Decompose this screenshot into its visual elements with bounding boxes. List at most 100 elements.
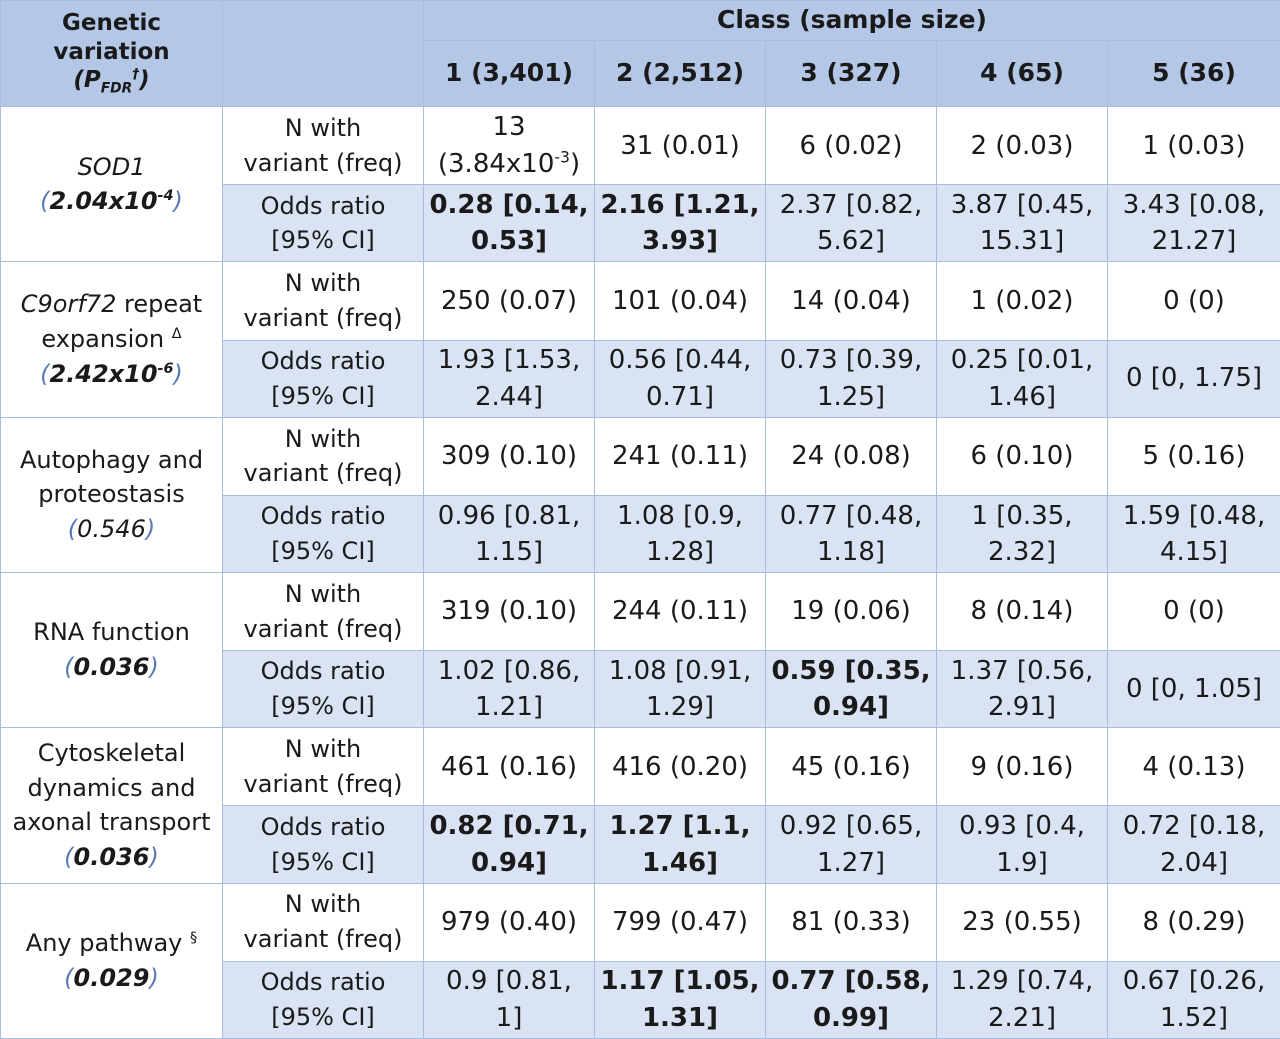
or-cell-class-3: 0.92 [0.65, 1.27] <box>765 805 937 884</box>
group-label: SOD1 (2.04x10-4) <box>0 106 223 263</box>
n-cell-class-3: 24 (0.08) <box>765 416 937 496</box>
group-label-text: expansion Δ <box>41 325 182 354</box>
n-cell-class-4: 2 (0.03) <box>936 106 1108 186</box>
n-cell-class-3: 14 (0.04) <box>765 261 937 341</box>
n-cell-class-3: 6 (0.02) <box>765 106 937 186</box>
n-cell-class-5: 1 (0.03) <box>1107 106 1280 186</box>
n-cell-class-4: 1 (0.02) <box>936 261 1108 341</box>
group-label-text: proteostasis <box>38 480 185 509</box>
n-cell-class-2: 799 (0.47) <box>594 882 766 962</box>
n-with-variant-label: N with variant (freq) <box>222 416 424 496</box>
odds-ratio-label: Odds ratio [95% CI] <box>222 805 424 884</box>
odds-ratio-label: Odds ratio [95% CI] <box>222 184 424 263</box>
n-cell-class-2: 241 (0.11) <box>594 416 766 496</box>
group-label-text: Autophagy and <box>19 445 204 474</box>
or-cell-class-2: 1.17 [1.05, 1.31] <box>594 960 766 1039</box>
or-cell-class-5: 1.59 [0.48, 4.15] <box>1107 494 1280 574</box>
n-cell-class-1: 309 (0.10) <box>423 416 595 496</box>
or-cell-class-5: 3.43 [0.08, 21.27] <box>1107 184 1280 263</box>
or-cell-class-3: 0.59 [0.35, 0.94] <box>765 650 937 729</box>
class-header-3: 3 (327) <box>765 40 937 108</box>
group-label-text: Cytoskeletal <box>37 738 186 767</box>
n-with-variant-label: N with variant (freq) <box>222 572 424 652</box>
or-cell-class-2: 0.56 [0.44, 0.71] <box>594 339 766 418</box>
n-cell-class-5: 8 (0.29) <box>1107 882 1280 962</box>
or-cell-class-2: 1.08 [0.91, 1.29] <box>594 650 766 729</box>
group-label-text: C9orf72 repeat <box>20 290 203 319</box>
n-cell-class-2: 416 (0.20) <box>594 727 766 807</box>
n-cell-class-1: 13 (3.84x10-3) <box>423 106 595 186</box>
or-cell-class-4: 1 [0.35, 2.32] <box>936 494 1108 574</box>
group-label: Autophagy and proteostasis (0.546) <box>0 416 223 574</box>
group-label: Any pathway § (0.029) <box>0 882 223 1039</box>
n-cell-class-5: 0 (0) <box>1107 261 1280 341</box>
n-cell-class-3: 45 (0.16) <box>765 727 937 807</box>
class-sample-size-header: Class (sample size) <box>423 0 1280 42</box>
or-cell-class-2: 1.27 [1.1, 1.46] <box>594 805 766 884</box>
group-p-value: (0.036) <box>64 653 159 682</box>
group-label-text: dynamics and <box>27 773 196 802</box>
or-cell-class-1: 1.93 [1.53, 2.44] <box>423 339 595 418</box>
class-header-2: 2 (2,512) <box>594 40 766 108</box>
or-cell-class-1: 0.28 [0.14, 0.53] <box>423 184 595 263</box>
or-cell-class-4: 0.93 [0.4, 1.9] <box>936 805 1108 884</box>
or-cell-class-5: 0.67 [0.26, 1.52] <box>1107 960 1280 1039</box>
or-cell-class-3: 0.77 [0.48, 1.18] <box>765 494 937 574</box>
odds-ratio-label: Odds ratio [95% CI] <box>222 339 424 418</box>
group-label: RNA function (0.036) <box>0 572 223 729</box>
or-cell-class-1: 1.02 [0.86, 1.21] <box>423 650 595 729</box>
or-cell-class-5: 0 [0, 1.75] <box>1107 339 1280 418</box>
n-cell-class-4: 6 (0.10) <box>936 416 1108 496</box>
n-cell-class-3: 19 (0.06) <box>765 572 937 652</box>
n-cell-class-4: 23 (0.55) <box>936 882 1108 962</box>
n-with-variant-label: N with variant (freq) <box>222 882 424 962</box>
group-p-value: (2.04x10-4) <box>40 187 183 216</box>
or-cell-class-5: 0 [0, 1.05] <box>1107 650 1280 729</box>
n-with-variant-label: N with variant (freq) <box>222 261 424 341</box>
group-p-value: (0.036) <box>64 843 159 872</box>
footnote-mark: Δ <box>171 326 182 343</box>
n-cell-class-5: 0 (0) <box>1107 572 1280 652</box>
or-cell-class-4: 1.37 [0.56, 2.91] <box>936 650 1108 729</box>
blank-header <box>222 0 424 108</box>
or-cell-class-5: 0.72 [0.18, 2.04] <box>1107 805 1280 884</box>
group-p-value: (0.029) <box>64 963 159 992</box>
n-cell-class-2: 101 (0.04) <box>594 261 766 341</box>
n-cell-class-1: 250 (0.07) <box>423 261 595 341</box>
n-cell-class-4: 9 (0.16) <box>936 727 1108 807</box>
or-cell-class-1: 0.9 [0.81, 1] <box>423 960 595 1039</box>
odds-ratio-label: Odds ratio [95% CI] <box>222 960 424 1039</box>
class-header-1: 1 (3,401) <box>423 40 595 108</box>
or-cell-class-2: 2.16 [1.21, 3.93] <box>594 184 766 263</box>
group-label: C9orf72 repeat expansion Δ (2.42x10-6) <box>0 261 223 418</box>
p-fdr-label: (PFDR†) <box>73 66 150 98</box>
n-cell-class-3: 81 (0.33) <box>765 882 937 962</box>
n-cell-class-1: 319 (0.10) <box>423 572 595 652</box>
or-cell-class-4: 1.29 [0.74, 2.21] <box>936 960 1108 1039</box>
n-with-variant-label: N with variant (freq) <box>222 727 424 807</box>
group-label: Cytoskeletal dynamics and axonal transport… <box>0 727 223 884</box>
or-cell-class-4: 0.25 [0.01, 1.46] <box>936 339 1108 418</box>
or-cell-class-3: 2.37 [0.82, 5.62] <box>765 184 937 263</box>
group-p-value: (2.42x10-6) <box>40 360 183 388</box>
odds-ratio-label: Odds ratio [95% CI] <box>222 650 424 729</box>
class-header-4: 4 (65) <box>936 40 1108 108</box>
group-label-text: axonal transport <box>12 808 211 837</box>
n-cell-class-2: 31 (0.01) <box>594 106 766 186</box>
or-cell-class-2: 1.08 [0.9, 1.28] <box>594 494 766 574</box>
class-header-5: 5 (36) <box>1107 40 1280 108</box>
or-cell-class-1: 0.96 [0.81, 1.15] <box>423 494 595 574</box>
or-cell-class-1: 0.82 [0.71, 0.94] <box>423 805 595 884</box>
n-cell-class-2: 244 (0.11) <box>594 572 766 652</box>
genetic-variation-header: Genetic variation (PFDR†) <box>0 0 223 108</box>
n-cell-class-5: 4 (0.13) <box>1107 727 1280 807</box>
or-cell-class-3: 0.73 [0.39, 1.25] <box>765 339 937 418</box>
gene-name: C9orf72 <box>20 290 117 319</box>
group-label-text: Any pathway § <box>25 929 198 957</box>
n-cell-class-1: 461 (0.16) <box>423 727 595 807</box>
group-label-text: SOD1 <box>77 152 146 181</box>
n-cell-class-1: 979 (0.40) <box>423 882 595 962</box>
group-label-text: RNA function <box>33 618 190 647</box>
n-cell-class-5: 5 (0.16) <box>1107 416 1280 496</box>
